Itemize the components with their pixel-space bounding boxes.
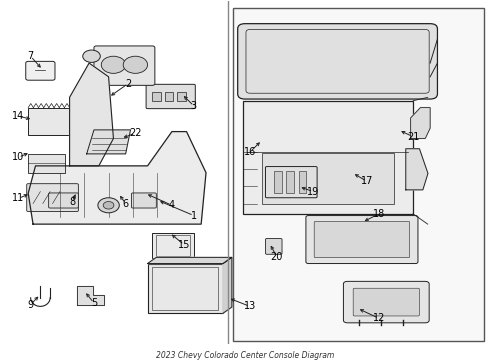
Text: 22: 22 [129, 128, 142, 138]
Bar [152, 92, 161, 101]
Bar [156, 235, 190, 256]
Text: 9: 9 [27, 300, 34, 310]
Polygon shape [406, 149, 428, 190]
Bar [262, 153, 393, 203]
FancyBboxPatch shape [353, 288, 419, 316]
FancyBboxPatch shape [27, 184, 78, 211]
Text: 20: 20 [270, 252, 283, 262]
Text: 15: 15 [178, 240, 190, 250]
FancyBboxPatch shape [306, 216, 418, 264]
Text: 11: 11 [12, 193, 24, 203]
Text: 1: 1 [191, 211, 197, 221]
Polygon shape [87, 130, 130, 154]
Bar [165, 92, 173, 101]
Text: 16: 16 [244, 147, 256, 157]
Bar [28, 108, 70, 135]
Circle shape [103, 202, 114, 209]
Text: 14: 14 [12, 111, 24, 121]
Text: 13: 13 [244, 301, 256, 311]
FancyBboxPatch shape [49, 193, 78, 208]
Polygon shape [223, 257, 232, 313]
Bar [233, 8, 484, 341]
Polygon shape [77, 286, 104, 305]
FancyBboxPatch shape [314, 221, 410, 258]
Text: 19: 19 [307, 186, 319, 197]
FancyBboxPatch shape [266, 239, 282, 254]
FancyBboxPatch shape [26, 61, 55, 80]
FancyBboxPatch shape [238, 24, 438, 99]
Text: 21: 21 [407, 132, 419, 142]
Polygon shape [70, 63, 114, 166]
Text: 3: 3 [191, 101, 197, 111]
FancyBboxPatch shape [146, 84, 196, 109]
Text: 2023 Chevy Colorado Center Console Diagram: 2023 Chevy Colorado Center Console Diagr… [156, 351, 334, 360]
Polygon shape [411, 108, 430, 139]
Circle shape [98, 198, 119, 213]
Text: 4: 4 [169, 200, 175, 210]
Bar [152, 267, 218, 310]
Text: 2: 2 [125, 78, 131, 89]
Bar [177, 92, 186, 101]
Text: 10: 10 [12, 152, 24, 162]
Bar [243, 101, 413, 214]
Circle shape [123, 56, 147, 73]
Bar [28, 154, 65, 173]
Bar [152, 233, 194, 258]
Bar [147, 264, 223, 313]
Text: 5: 5 [91, 298, 97, 308]
Text: 18: 18 [373, 209, 385, 219]
FancyBboxPatch shape [131, 193, 156, 208]
FancyBboxPatch shape [343, 282, 429, 323]
Text: 7: 7 [27, 51, 34, 61]
Text: 6: 6 [122, 199, 129, 208]
FancyBboxPatch shape [94, 46, 155, 85]
Bar [274, 171, 282, 193]
Text: 8: 8 [69, 197, 75, 207]
Text: 12: 12 [373, 313, 385, 323]
Bar [298, 171, 306, 193]
Circle shape [101, 56, 125, 73]
Polygon shape [28, 132, 206, 224]
Circle shape [83, 50, 100, 62]
Polygon shape [147, 257, 232, 264]
Bar [287, 171, 294, 193]
Text: 17: 17 [361, 176, 373, 186]
FancyBboxPatch shape [266, 167, 317, 198]
